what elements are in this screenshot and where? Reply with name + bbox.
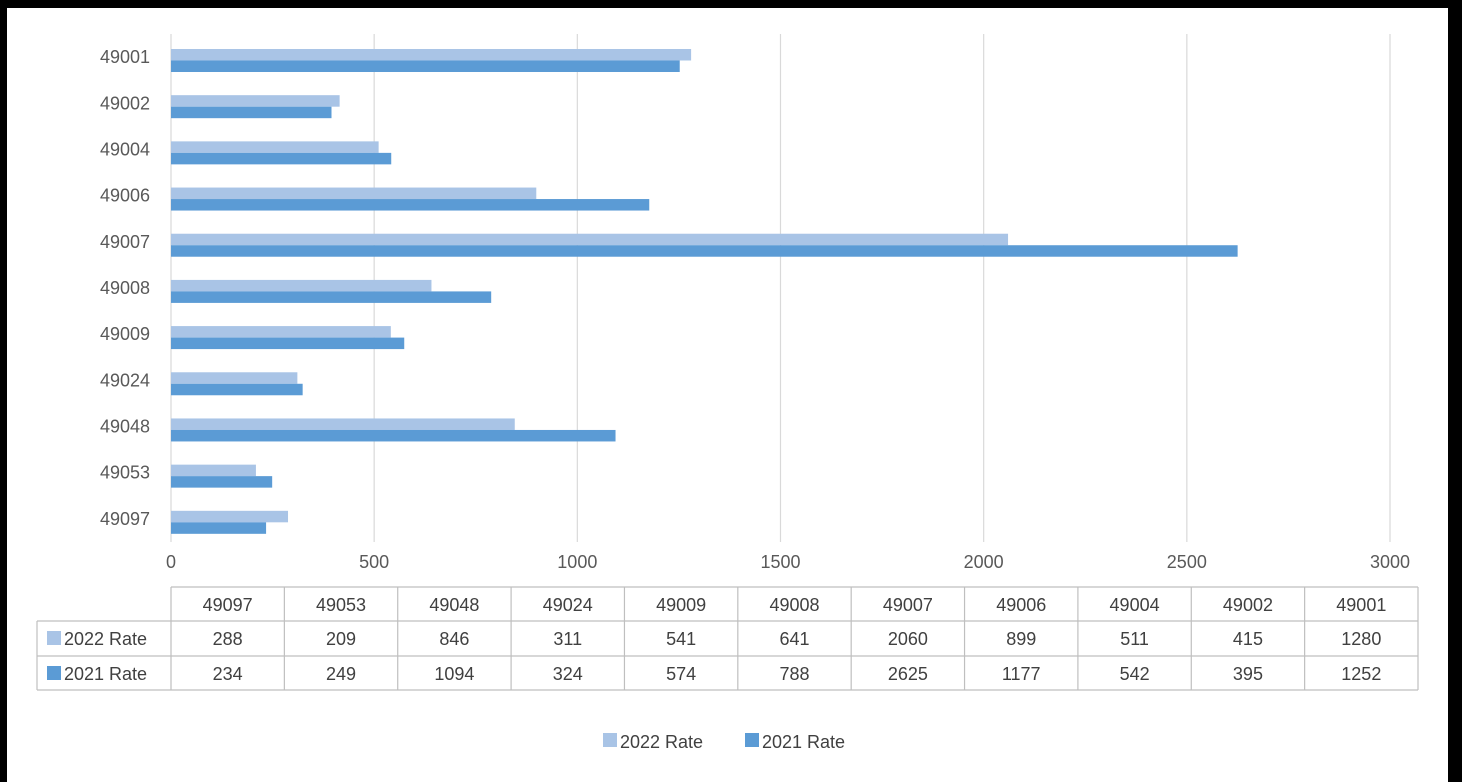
- bar-2022-rate-49097: [171, 510, 289, 523]
- category-label-49006: 49006: [100, 186, 150, 206]
- table-cell-2022-rate-49008: 641: [779, 629, 809, 649]
- table-header-49008: 49008: [769, 595, 819, 615]
- category-label-49007: 49007: [100, 232, 150, 252]
- table-cell-2021-rate-49009: 574: [666, 664, 696, 684]
- bar-2022-rate-49002: [171, 95, 340, 107]
- table-header-49002: 49002: [1223, 595, 1273, 615]
- bars: [171, 49, 1238, 534]
- bar-2021-rate-49004: [171, 152, 392, 165]
- table-cell-2022-rate-49097: 288: [213, 629, 243, 649]
- table-key-2022-rate: [47, 631, 61, 645]
- table-cell-2022-rate-49002: 415: [1233, 629, 1263, 649]
- table-row-label-2022-rate: 2022 Rate: [64, 629, 147, 649]
- table-header-49048: 49048: [429, 595, 479, 615]
- legend: 2022 Rate 2021 Rate: [603, 732, 845, 752]
- table-key-2021-rate: [47, 666, 61, 680]
- category-label-49097: 49097: [100, 509, 150, 529]
- table-cell-2022-rate-49001: 1280: [1341, 629, 1381, 649]
- data-table: 49097 49053 49048 49024 49009 49008 49007 49006…: [36, 586, 1419, 691]
- bar-2022-rate-49007: [171, 233, 1009, 246]
- table-header-49053: 49053: [316, 595, 366, 615]
- table-cell-2021-rate-49097: 234: [213, 664, 243, 684]
- legend-label-2021-rate: 2021 Rate: [762, 732, 845, 752]
- table-cell-2022-rate-49048: 846: [439, 629, 469, 649]
- bar-2022-rate-49008: [171, 279, 432, 292]
- bar-2022-rate-49004: [171, 141, 379, 153]
- table-cell-2021-rate-49006: 1177: [1002, 664, 1041, 684]
- table-row-label-2021-rate: 2021 Rate: [64, 664, 147, 684]
- bar-2021-rate-49002: [171, 106, 332, 119]
- category-label-49009: 49009: [100, 324, 150, 344]
- category-label-49004: 49004: [100, 139, 150, 159]
- category-label-49024: 49024: [100, 370, 150, 390]
- bar-2021-rate-49097: [171, 522, 267, 534]
- bar-chart: 49001 49002 49004 49006 49007 49008 49009 49024…: [36, 34, 1419, 752]
- category-label-49053: 49053: [100, 463, 150, 483]
- category-axis-labels: 49001 49002 49004 49006 49007 49008 49009 49024…: [100, 47, 150, 529]
- table-cell-2022-rate-49009: 541: [666, 629, 696, 649]
- x-tick-label-500: 500: [359, 552, 389, 572]
- bar-2022-rate-49009: [171, 326, 391, 338]
- chart-frame: 49001 49002 49004 49006 49007 49008 49009 49024…: [7, 8, 1448, 782]
- table-header-49001: 49001: [1336, 595, 1386, 615]
- table-cell-2022-rate-49024: 311: [553, 629, 582, 649]
- table-cell-2021-rate-49004: 542: [1120, 664, 1150, 684]
- bar-2021-rate-49048: [171, 429, 616, 442]
- bar-2022-rate-49006: [171, 187, 537, 200]
- table-cell-2021-rate-49001: 1252: [1341, 664, 1381, 684]
- table-cell-2021-rate-49024: 324: [553, 664, 583, 684]
- bar-2021-rate-49007: [171, 245, 1238, 257]
- x-tick-label-3000: 3000: [1370, 552, 1410, 572]
- table-header-49097: 49097: [203, 595, 253, 615]
- table-cell-2022-rate-49004: 511: [1120, 629, 1149, 649]
- category-label-49002: 49002: [100, 93, 150, 113]
- table-cell-2022-rate-49053: 209: [326, 629, 356, 649]
- table-header-49006: 49006: [996, 595, 1046, 615]
- legend-swatch-2021-rate: [745, 733, 759, 747]
- table-header-49024: 49024: [543, 595, 593, 615]
- table-cell-2021-rate-49002: 395: [1233, 664, 1263, 684]
- value-axis-labels: 0 500 1000 1500 2000 2500 3000: [166, 552, 1410, 572]
- bar-2022-rate-49053: [171, 464, 256, 477]
- table-cell-2022-rate-49006: 899: [1006, 629, 1036, 649]
- gridlines: [170, 34, 1391, 542]
- bar-2022-rate-49024: [171, 372, 298, 384]
- x-tick-label-1500: 1500: [760, 552, 800, 572]
- bar-2021-rate-49006: [171, 199, 650, 211]
- bar-2021-rate-49001: [171, 60, 680, 72]
- bar-2022-rate-49048: [171, 418, 515, 430]
- legend-label-2022-rate: 2022 Rate: [620, 732, 703, 752]
- table-header-49004: 49004: [1110, 595, 1160, 615]
- bar-2022-rate-49001: [171, 49, 692, 61]
- bar-2021-rate-49008: [171, 291, 492, 303]
- category-label-49001: 49001: [100, 47, 150, 67]
- table-cell-2021-rate-49007: 2625: [888, 664, 928, 684]
- table-cell-2022-rate-49007: 2060: [888, 629, 928, 649]
- bar-2021-rate-49053: [171, 476, 273, 488]
- bar-2021-rate-49009: [171, 337, 405, 350]
- table-cell-2021-rate-49048: 1094: [434, 664, 474, 684]
- x-tick-label-2500: 2500: [1167, 552, 1207, 572]
- x-tick-label-2000: 2000: [964, 552, 1004, 572]
- x-tick-label-1000: 1000: [557, 552, 597, 572]
- table-cell-2021-rate-49053: 249: [326, 664, 356, 684]
- table-cell-2021-rate-49008: 788: [779, 664, 809, 684]
- table-header-49007: 49007: [883, 595, 933, 615]
- bar-2021-rate-49024: [171, 383, 303, 396]
- x-tick-label-0: 0: [166, 552, 176, 572]
- legend-swatch-2022-rate: [603, 733, 617, 747]
- table-header-49009: 49009: [656, 595, 706, 615]
- category-label-49048: 49048: [100, 417, 150, 437]
- category-label-49008: 49008: [100, 278, 150, 298]
